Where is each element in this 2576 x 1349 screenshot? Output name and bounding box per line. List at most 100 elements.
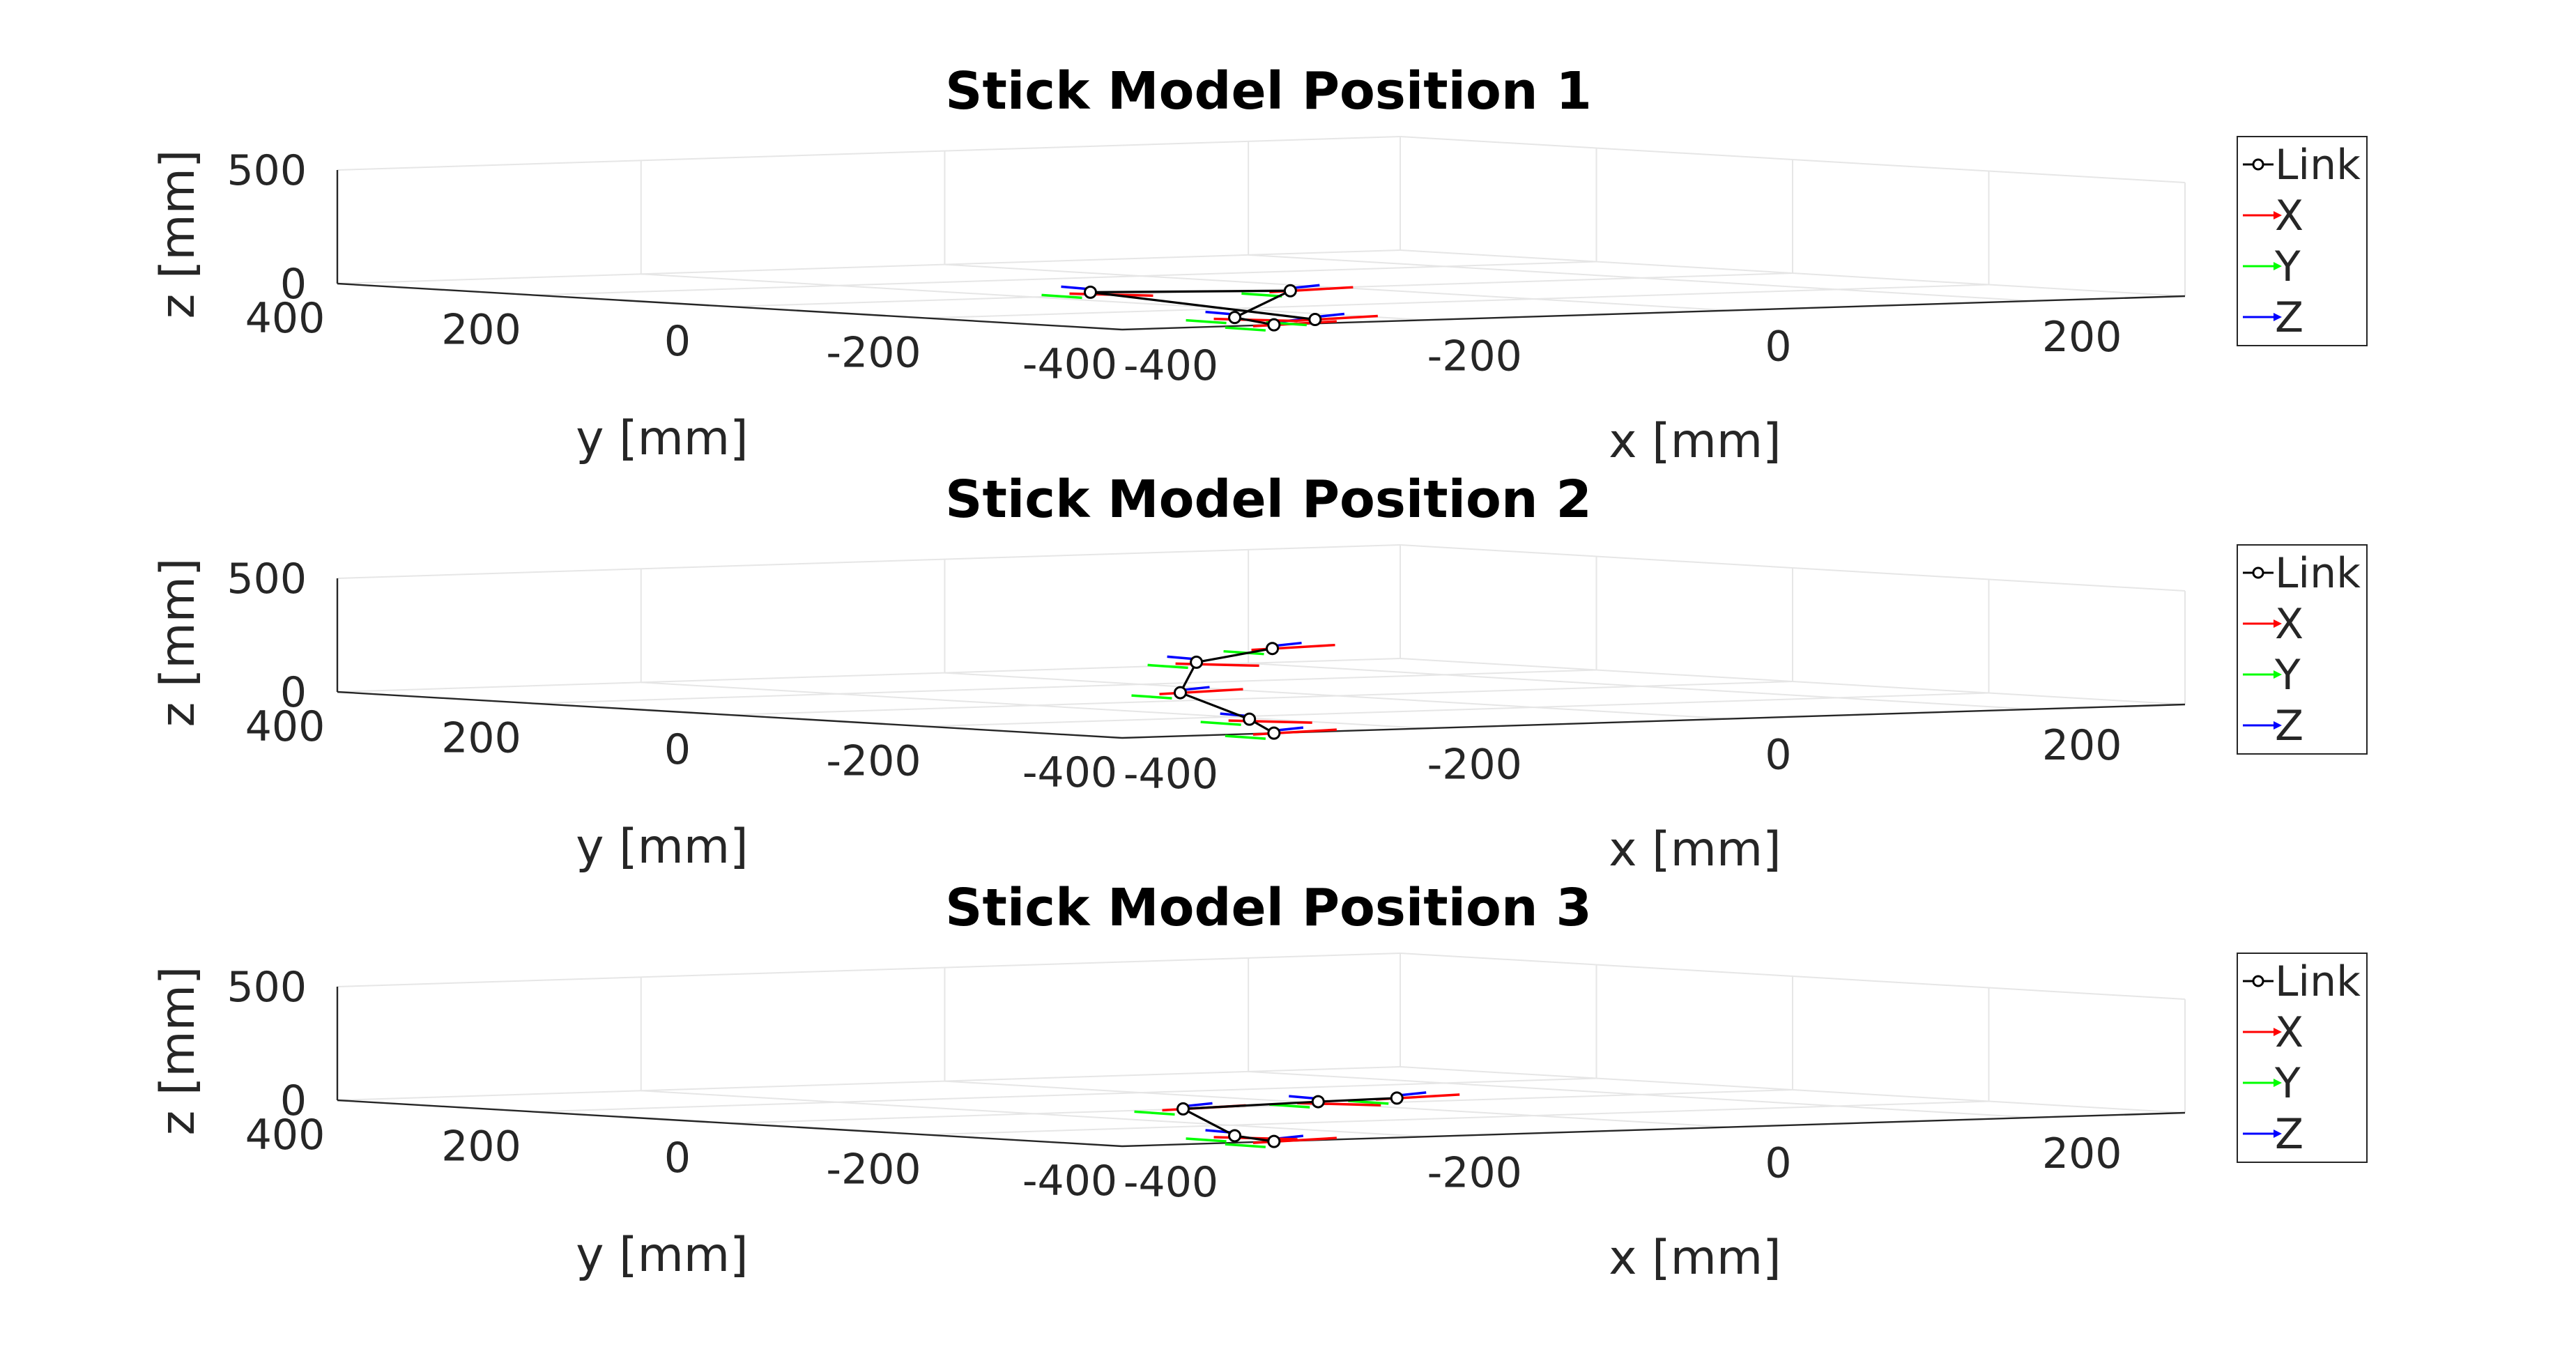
legend-label: Link <box>2275 549 2361 598</box>
x-axis-label: x [mm] <box>1609 414 1781 469</box>
legend-label: Y <box>2274 1059 2301 1108</box>
joint-marker <box>1243 712 1257 726</box>
x-frame-arrow <box>1297 1102 1381 1107</box>
x-tick-label: -200 <box>1427 332 1522 380</box>
joint-marker <box>1311 1095 1325 1109</box>
y-frame-arrow <box>1225 734 1266 740</box>
grid-line <box>1400 953 2186 1000</box>
grid-line <box>337 658 1401 693</box>
link-segment <box>1196 647 1273 663</box>
x-tick-label: 200 <box>2042 1130 2122 1178</box>
joint-marker <box>1173 686 1187 700</box>
legend-arrowhead <box>2274 619 2282 628</box>
legend-label: Y <box>2274 242 2301 291</box>
legend-label: X <box>2275 192 2303 240</box>
y-tick-label: 200 <box>441 714 521 763</box>
y-tick-label: -200 <box>826 737 921 786</box>
x-frame-arrow <box>1252 1136 1337 1144</box>
joint-marker <box>1176 1102 1190 1116</box>
link-segment <box>1234 289 1291 319</box>
link-segment <box>1090 289 1291 293</box>
y-axis-label: y [mm] <box>576 1228 748 1283</box>
chart-panel-2: Stick Model Position 2 -400 -200 0 200 -400 -2… <box>151 470 2368 877</box>
y-frame-arrow <box>1200 720 1241 726</box>
x-axis-label: x [mm] <box>1609 1231 1781 1286</box>
grid-line <box>729 1089 1793 1124</box>
z-frame-arrow <box>1293 284 1320 289</box>
grid-line <box>337 136 1401 171</box>
link-segment <box>1179 691 1250 720</box>
y-tick-label: -200 <box>826 1146 921 1194</box>
legend-label: Y <box>2274 651 2301 700</box>
legend-label: Z <box>2275 1110 2303 1159</box>
z-frame-arrow <box>1183 686 1210 691</box>
legend-arrowhead <box>2274 1130 2282 1138</box>
x-frame-arrow <box>1175 662 1259 668</box>
x-frame-arrow <box>1159 688 1243 695</box>
z-axis-label: z [mm] <box>151 150 206 319</box>
y-axis-line <box>337 282 1123 331</box>
grid-line <box>337 1066 1401 1101</box>
y-tick-label: -400 <box>1022 1157 1117 1205</box>
z-frame-arrow <box>1317 312 1345 318</box>
grid-line <box>337 953 1401 987</box>
x-tick-label: -400 <box>1124 750 1218 799</box>
legend-arrowhead <box>2274 721 2282 730</box>
chart-panel-1: Stick Model Position 1 -400 -200 0 200 -400 -2… <box>151 61 2368 469</box>
grid-line <box>533 1077 1597 1113</box>
chart-title: Stick Model Position 3 <box>945 878 1592 938</box>
legend-arrowhead <box>2274 670 2282 679</box>
y-frame-arrow <box>1186 1137 1227 1143</box>
y-axis-line <box>337 691 1123 739</box>
y-frame-arrow <box>1041 293 1082 300</box>
grid-line <box>926 692 1989 727</box>
grid-line <box>1400 544 2186 592</box>
joint-marker <box>1267 1134 1281 1148</box>
y-tick-label: -400 <box>1022 340 1117 389</box>
legend-label: Z <box>2275 702 2303 750</box>
x-frame-arrow <box>1294 314 1378 323</box>
grid-line <box>337 544 1401 579</box>
link-segment <box>1318 1097 1397 1103</box>
z-axis-label: z [mm] <box>151 966 206 1136</box>
x-tick-label: 0 <box>1765 323 1791 371</box>
y-frame-arrow <box>1348 1100 1389 1105</box>
z-frame-arrow <box>1275 641 1302 647</box>
legend-arrowhead <box>2274 1079 2282 1087</box>
joint-marker <box>1190 655 1204 669</box>
y-axis-label: y [mm] <box>576 819 748 874</box>
joint-marker <box>1083 285 1097 299</box>
legend-box <box>2237 953 2368 1163</box>
z-tick-label: 500 <box>227 146 307 195</box>
link-segment <box>1183 1100 1319 1110</box>
x-tick-label: -200 <box>1427 1148 1522 1197</box>
z-tick-label: 0 <box>280 668 307 717</box>
y-tick-label: 0 <box>664 1134 691 1182</box>
joint-marker <box>1308 312 1322 326</box>
y-tick-label: 400 <box>245 1111 325 1159</box>
x-tick-label: -200 <box>1427 740 1522 789</box>
axes <box>336 578 2186 739</box>
grid-line <box>1400 136 2186 183</box>
y-tick-label: 400 <box>245 294 325 343</box>
x-frame-arrow <box>1228 719 1312 724</box>
coordinate-frames <box>1041 284 1378 332</box>
y-frame-arrow <box>1147 663 1188 670</box>
z-frame-arrow <box>1400 1091 1427 1097</box>
y-tick-label: 200 <box>441 306 521 355</box>
legend-label: Z <box>2275 293 2303 342</box>
link-segment <box>1090 291 1316 321</box>
link-series <box>1173 642 1281 740</box>
chart-title: Stick Model Position 2 <box>945 470 1592 530</box>
joint-marker <box>1228 311 1242 325</box>
y-tick-label: -400 <box>1022 748 1117 797</box>
grid-line <box>533 261 1597 296</box>
legend-box <box>2237 136 2368 346</box>
x-tick-label: 0 <box>1765 731 1791 780</box>
x-tick-label: 0 <box>1765 1139 1791 1188</box>
legend-label: Link <box>2275 141 2361 190</box>
